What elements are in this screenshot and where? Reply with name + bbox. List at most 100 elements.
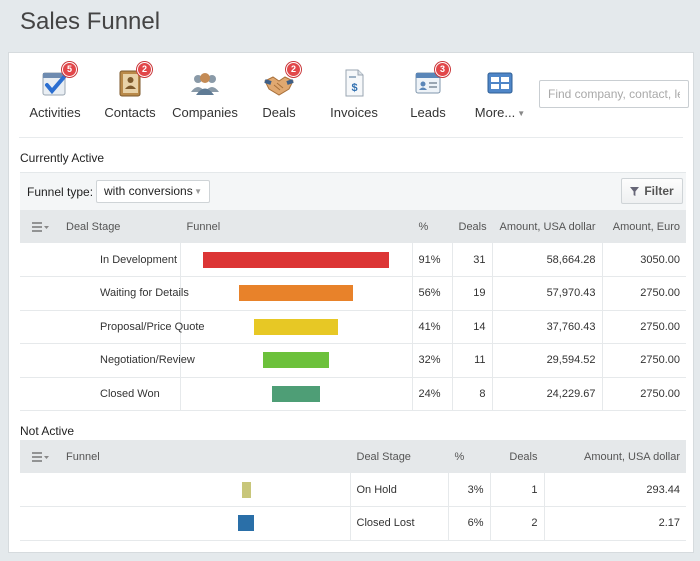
toolbar-companies-label: Companies [172, 105, 238, 120]
funnel-type-select[interactable]: with conversions ▼ [96, 180, 210, 203]
column-header-funnel[interactable]: Funnel [60, 440, 350, 473]
cell-percent: 6% [447, 506, 490, 541]
column-header-percent[interactable]: % [411, 210, 452, 243]
cell-amount-eur: 2750.00 [601, 343, 686, 378]
deals-badge: 2 [286, 62, 301, 77]
toolbar-activities-label: Activities [29, 105, 81, 120]
cell-stage: On Hold [349, 473, 448, 507]
cell-amount-usd: 37,760.43 [491, 310, 602, 344]
cell-deals: 2 [489, 506, 544, 541]
toolbar-leads-button[interactable]: 3 Leads [393, 62, 463, 120]
cell-deals: 14 [451, 310, 492, 344]
cell-percent: 41% [411, 310, 452, 344]
cell-amount-eur: 2750.00 [601, 377, 686, 411]
toolbar-divider [19, 137, 683, 138]
table-row[interactable]: Proposal/Price Quote 41% 14 37,760.43 2750.0… [20, 310, 686, 344]
funnel-bar-cell [179, 310, 412, 344]
funnel-bar-track [66, 481, 344, 498]
search-input[interactable] [539, 80, 689, 108]
column-header-deal-stage[interactable]: Deal Stage [349, 440, 448, 473]
deals-icon: 2 [263, 62, 301, 99]
cell-stage: Closed Lost [349, 506, 448, 541]
filter-button[interactable]: Filter [621, 178, 683, 204]
inactive-funnel-table: Funnel Deal Stage % Deals Amount, USA do… [20, 440, 686, 541]
svg-text:$: $ [351, 82, 357, 94]
column-header-deals[interactable]: Deals [451, 210, 492, 243]
funnel-bar [238, 285, 354, 302]
filter-bar: Funnel type: with conversions ▼ Filter [20, 172, 686, 210]
cell-deals: 19 [451, 276, 492, 311]
column-header-amount-eur[interactable]: Amount, Euro [601, 210, 686, 243]
toolbar-companies-button[interactable]: Companies [170, 67, 240, 120]
cell-amount-usd: 2.17 [543, 506, 686, 541]
table-row[interactable]: In Development 91% 31 58,664.28 3050.00 [20, 243, 686, 277]
table-row[interactable]: Waiting for Details 56% 19 57,970.43 2750.00 [20, 276, 686, 311]
chevron-down-icon: ▼ [517, 109, 526, 119]
funnel-bar-cell [179, 377, 412, 411]
cell-amount-usd: 24,229.67 [491, 377, 602, 411]
cell-amount-usd: 57,970.43 [491, 276, 602, 311]
funnel-bar [254, 318, 338, 335]
funnel-bar-track [66, 515, 344, 532]
table-row[interactable]: Closed Won 24% 8 24,229.67 2750.00 [20, 377, 686, 411]
section-label-not-active: Not Active [20, 424, 75, 438]
contacts-icon: 2 [114, 62, 152, 99]
table-row[interactable]: On Hold 3% 1 293.44 [20, 473, 686, 507]
column-menu-button[interactable] [20, 440, 60, 473]
toolbar-more-button[interactable]: More... ▼ [465, 67, 535, 120]
cell-stage: Proposal/Price Quote [60, 310, 205, 344]
funnel-type-label: Funnel type: [27, 185, 94, 199]
row-spacer [20, 343, 60, 378]
cell-amount-eur: 2750.00 [601, 276, 686, 311]
funnel-type-value: with conversions [104, 184, 193, 198]
funnel-bar-track [187, 251, 406, 268]
chevron-down-icon: ▼ [194, 187, 202, 196]
toolbar-deals-button[interactable]: 2 Deals [244, 62, 314, 120]
leads-icon: 3 [412, 62, 450, 99]
cell-amount-usd: 58,664.28 [491, 243, 602, 277]
table-header-row: Funnel Deal Stage % Deals Amount, USA do… [20, 440, 686, 473]
toolbar-invoices-button[interactable]: $ Invoices [319, 67, 389, 120]
column-header-amount-usd[interactable]: Amount, USA dollar [543, 440, 686, 473]
cell-stage: In Development [60, 243, 180, 277]
column-header-amount-usd[interactable]: Amount, USA dollar [491, 210, 602, 243]
funnel-bar [271, 385, 321, 402]
table-row[interactable]: Closed Lost 6% 2 2.17 [20, 506, 686, 541]
column-header-deal-stage[interactable]: Deal Stage [60, 210, 180, 243]
toolbar-contacts-button[interactable]: 2 Contacts [95, 62, 165, 120]
page-title: Sales Funnel [20, 8, 161, 35]
activities-icon: 5 [39, 62, 77, 99]
column-menu-button[interactable] [20, 210, 60, 243]
funnel-bar-cell [179, 343, 412, 378]
filter-button-label: Filter [644, 184, 674, 198]
cell-percent: 91% [411, 243, 452, 277]
funnel-bar-track [187, 285, 406, 302]
funnel-bar [242, 481, 251, 498]
cell-deals: 8 [451, 377, 492, 411]
funnel-bar-track [187, 385, 406, 402]
cell-amount-eur: 2750.00 [601, 310, 686, 344]
funnel-bar [238, 515, 255, 532]
cell-stage: Waiting for Details [60, 276, 189, 311]
column-header-funnel[interactable]: Funnel [179, 210, 412, 243]
funnel-bar [263, 352, 329, 369]
funnel-bar-cell [60, 506, 350, 541]
cell-amount-eur: 3050.00 [601, 243, 686, 277]
contacts-badge: 2 [137, 62, 152, 77]
column-header-percent[interactable]: % [447, 440, 490, 473]
table-row[interactable]: Negotiation/Review 32% 11 29,594.52 2750.00 [20, 343, 686, 378]
active-funnel-table: Deal Stage Funnel % Deals Amount, USA do… [20, 210, 686, 411]
menu-icon [31, 221, 49, 232]
toolbar-more-label: More... [474, 105, 516, 120]
table-header-row: Deal Stage Funnel % Deals Amount, USA do… [20, 210, 686, 243]
leads-badge: 3 [435, 62, 450, 77]
toolbar-activities-button[interactable]: 5 Activities [20, 62, 90, 120]
menu-icon [31, 451, 49, 462]
invoices-icon: $ [338, 67, 370, 99]
row-spacer [20, 276, 60, 311]
column-header-deals[interactable]: Deals [489, 440, 544, 473]
activities-badge: 5 [62, 62, 77, 77]
cell-deals: 1 [489, 473, 544, 507]
funnel-bar-cell [179, 276, 412, 311]
cell-percent: 3% [447, 473, 490, 507]
